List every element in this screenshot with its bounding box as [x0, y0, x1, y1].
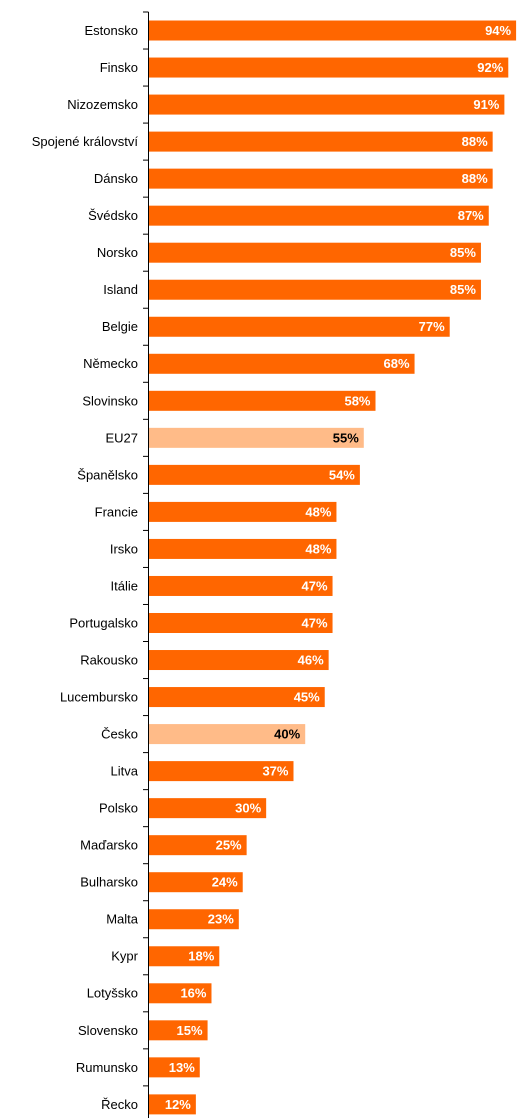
category-label: Itálie: [111, 578, 138, 593]
category-label: Norsko: [97, 245, 138, 260]
value-label: 18%: [188, 949, 214, 964]
value-label: 85%: [450, 245, 476, 260]
value-label: 13%: [169, 1060, 195, 1075]
category-label: Maďarsko: [80, 838, 138, 853]
bar: [149, 427, 364, 448]
value-label: 87%: [458, 208, 484, 223]
category-label: Nizozemsko: [67, 97, 138, 112]
bar: [149, 464, 360, 485]
bar: [149, 983, 212, 1004]
bar: [149, 1057, 200, 1078]
bar: [149, 131, 493, 152]
category-label: Litva: [111, 764, 139, 779]
bar: [149, 390, 376, 411]
category-label: Lucembursko: [60, 689, 138, 704]
bar: [149, 650, 329, 671]
value-label: 47%: [302, 578, 328, 593]
bar: [149, 724, 306, 745]
category-label: Dánsko: [94, 171, 138, 186]
bar: [149, 1094, 196, 1115]
bar: [149, 501, 337, 522]
bar: [149, 205, 489, 226]
category-label: Německo: [83, 356, 138, 371]
category-label: Belgie: [102, 319, 138, 334]
bar: [149, 279, 481, 300]
value-label: 58%: [344, 393, 370, 408]
category-label: Kypr: [111, 949, 138, 964]
category-label: Rakousko: [80, 652, 138, 667]
value-label: 25%: [216, 838, 242, 853]
category-label: EU27: [105, 430, 138, 445]
bar: [149, 57, 509, 78]
category-label: Portugalsko: [69, 615, 138, 630]
value-label: 12%: [165, 1097, 191, 1112]
value-label: 91%: [473, 97, 499, 112]
value-label: 30%: [235, 801, 261, 816]
bar: [149, 1020, 208, 1041]
value-label: 16%: [180, 986, 206, 1001]
category-label: Polsko: [99, 801, 138, 816]
category-label: Estonsko: [85, 23, 138, 38]
category-label: Spojené království: [32, 134, 139, 149]
category-label: Irsko: [110, 541, 138, 556]
value-label: 40%: [274, 727, 300, 742]
value-label: 48%: [305, 504, 331, 519]
category-label: Lotyšsko: [87, 986, 138, 1001]
category-label: Island: [103, 282, 138, 297]
bar: [149, 872, 243, 893]
category-label: Slovensko: [78, 1023, 138, 1038]
value-label: 92%: [477, 60, 503, 75]
value-label: 55%: [333, 430, 359, 445]
category-label: Malta: [106, 912, 139, 927]
bar: [149, 687, 325, 708]
value-label: 88%: [462, 134, 488, 149]
category-label: Španělsko: [77, 467, 138, 482]
value-label: 94%: [485, 23, 511, 38]
value-label: 88%: [462, 171, 488, 186]
value-label: 37%: [262, 764, 288, 779]
bar: [149, 575, 333, 596]
bar: [149, 316, 450, 337]
category-label: Česko: [101, 727, 138, 742]
bar: [149, 353, 415, 374]
value-label: 45%: [294, 689, 320, 704]
category-label: Rumunsko: [76, 1060, 138, 1075]
bar: [149, 20, 517, 41]
value-label: 15%: [177, 1023, 203, 1038]
value-label: 68%: [384, 356, 410, 371]
bar: [149, 168, 493, 189]
value-label: 77%: [419, 319, 445, 334]
category-label: Švédsko: [88, 208, 138, 223]
bar: [149, 94, 505, 115]
value-label: 23%: [208, 912, 234, 927]
category-label: Slovinsko: [82, 393, 138, 408]
category-label: Bulharsko: [80, 875, 138, 890]
category-label: Francie: [95, 504, 138, 519]
bar: [149, 835, 247, 856]
value-label: 48%: [305, 541, 331, 556]
bar: [149, 612, 333, 633]
value-label: 47%: [302, 615, 328, 630]
bar: [149, 798, 267, 819]
bar: [149, 538, 337, 559]
value-label: 54%: [329, 467, 355, 482]
category-label: Finsko: [100, 60, 138, 75]
value-label: 24%: [212, 875, 238, 890]
bar: [149, 909, 239, 930]
bar: [149, 946, 220, 967]
bar: [149, 242, 481, 263]
value-label: 85%: [450, 282, 476, 297]
value-label: 46%: [298, 652, 324, 667]
bar: [149, 761, 294, 782]
category-label: Řecko: [101, 1097, 138, 1112]
